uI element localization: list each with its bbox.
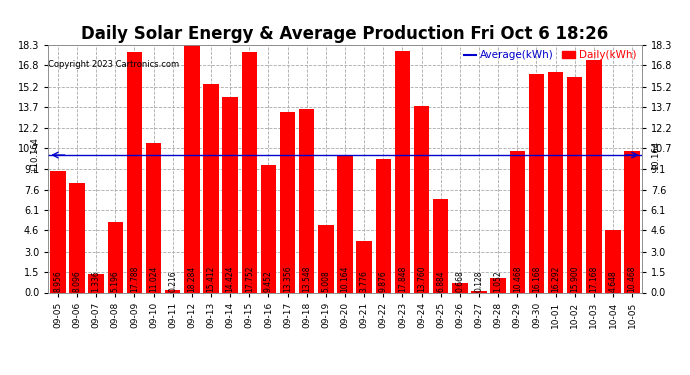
Bar <box>299 109 315 292</box>
Bar <box>261 165 276 292</box>
Bar <box>127 52 142 292</box>
Bar <box>70 183 85 292</box>
Text: 9.876: 9.876 <box>379 270 388 292</box>
Text: 17.168: 17.168 <box>589 266 598 292</box>
Text: 13.356: 13.356 <box>283 265 292 292</box>
Text: +10.164: +10.164 <box>30 137 39 173</box>
Bar <box>452 284 468 292</box>
Text: 10.468: 10.468 <box>513 266 522 292</box>
Text: Copyright 2023 Cartronics.com: Copyright 2023 Cartronics.com <box>48 60 179 69</box>
Text: 10.468: 10.468 <box>628 266 637 292</box>
Bar <box>529 74 544 292</box>
Bar <box>433 200 448 292</box>
Bar <box>204 84 219 292</box>
Legend: Average(kWh), Daily(kWh): Average(kWh), Daily(kWh) <box>460 46 640 64</box>
Text: 0.668: 0.668 <box>455 270 464 292</box>
Text: 5.008: 5.008 <box>322 270 331 292</box>
Text: 16.168: 16.168 <box>532 266 541 292</box>
Bar <box>337 155 353 292</box>
Bar <box>471 291 486 292</box>
Text: 8.096: 8.096 <box>72 270 81 292</box>
Bar <box>222 98 238 292</box>
Bar <box>605 230 620 292</box>
Text: 13.760: 13.760 <box>417 265 426 292</box>
Text: 17.752: 17.752 <box>245 266 254 292</box>
Bar <box>548 72 563 292</box>
Bar <box>357 242 372 292</box>
Text: 3.776: 3.776 <box>359 270 368 292</box>
Bar <box>491 278 506 292</box>
Title: Daily Solar Energy & Average Production Fri Oct 6 18:26: Daily Solar Energy & Average Production … <box>81 26 609 44</box>
Bar <box>624 151 640 292</box>
Text: 0.128: 0.128 <box>475 270 484 292</box>
Bar <box>318 225 333 292</box>
Text: 8.956: 8.956 <box>53 270 62 292</box>
Bar <box>414 106 429 292</box>
Text: 1.336: 1.336 <box>92 270 101 292</box>
Text: 11.024: 11.024 <box>149 266 158 292</box>
Text: 10.164: 10.164 <box>340 266 350 292</box>
Bar <box>165 290 180 292</box>
Text: 4.648: 4.648 <box>609 270 618 292</box>
Text: 17.788: 17.788 <box>130 266 139 292</box>
Text: 1.052: 1.052 <box>493 270 502 292</box>
Bar <box>395 51 410 292</box>
Text: 18.284: 18.284 <box>188 266 197 292</box>
Bar <box>146 143 161 292</box>
Text: 0.216: 0.216 <box>168 270 177 292</box>
Bar <box>241 53 257 292</box>
Bar <box>108 222 123 292</box>
Bar <box>88 274 104 292</box>
Text: 6.884: 6.884 <box>436 270 445 292</box>
Text: 15.412: 15.412 <box>206 266 215 292</box>
Text: 5.196: 5.196 <box>111 270 120 292</box>
Bar <box>567 78 582 292</box>
Text: 10.164: 10.164 <box>651 141 660 170</box>
Bar <box>184 45 199 292</box>
Text: 9.452: 9.452 <box>264 270 273 292</box>
Text: 15.900: 15.900 <box>570 265 579 292</box>
Bar <box>280 112 295 292</box>
Text: 13.548: 13.548 <box>302 266 311 292</box>
Bar <box>375 159 391 292</box>
Text: 17.848: 17.848 <box>398 266 407 292</box>
Text: 14.424: 14.424 <box>226 266 235 292</box>
Bar <box>510 151 525 292</box>
Bar <box>586 60 602 292</box>
Text: 16.292: 16.292 <box>551 266 560 292</box>
Bar <box>50 171 66 292</box>
